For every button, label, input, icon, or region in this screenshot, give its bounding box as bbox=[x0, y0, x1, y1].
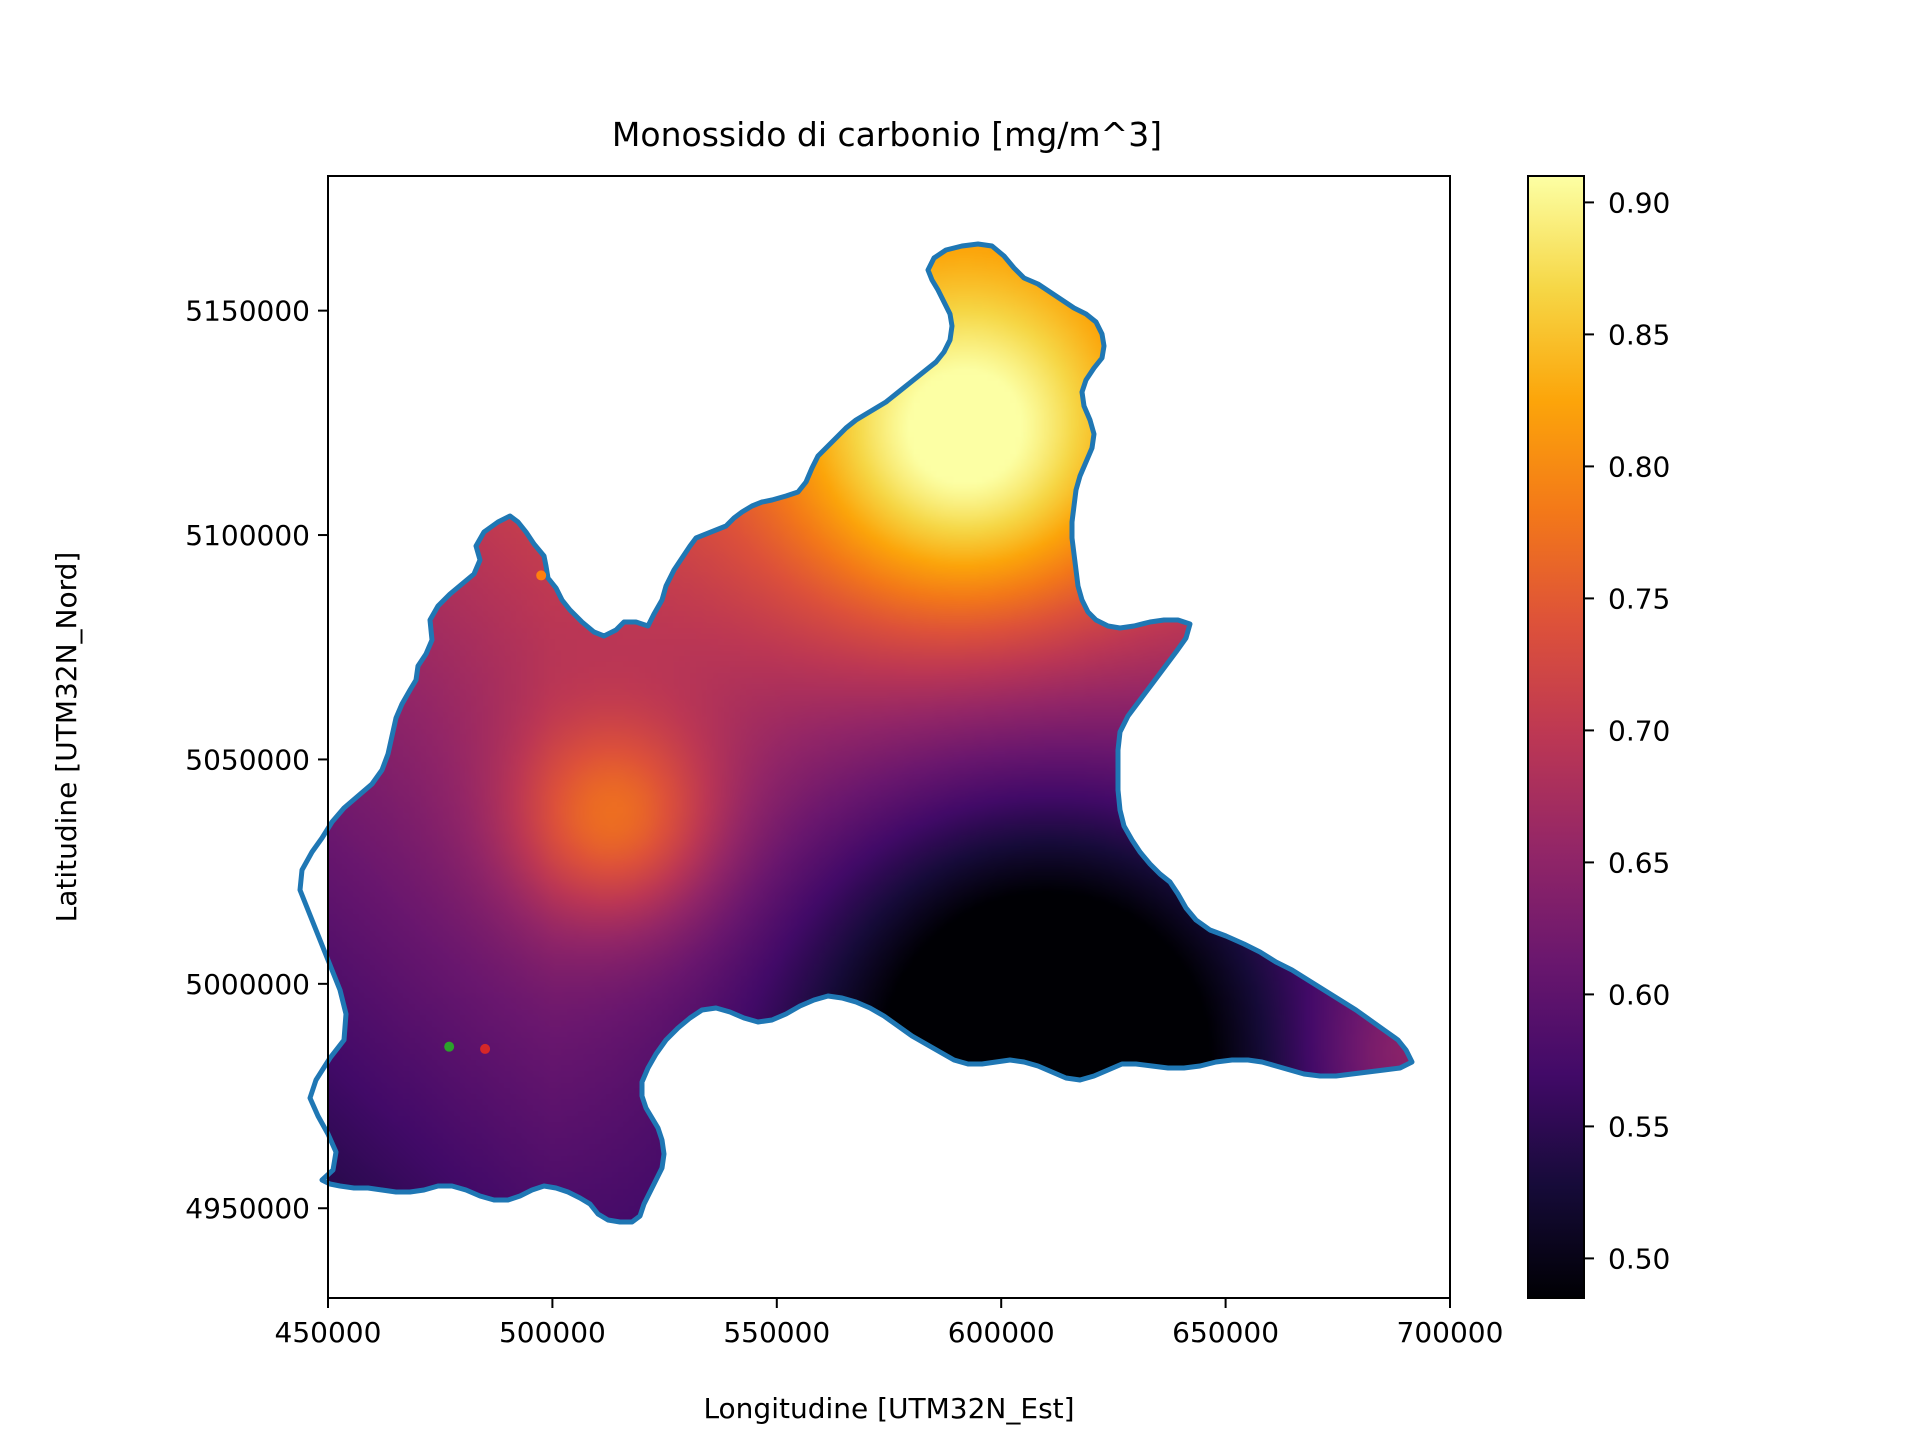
x-tick-label: 650000 bbox=[1172, 1316, 1279, 1349]
colorbar-tick-label: 0.50 bbox=[1608, 1242, 1670, 1275]
chart-title: Monossido di carbonio [mg/m^3] bbox=[612, 115, 1162, 154]
y-tick-label: 5000000 bbox=[185, 968, 310, 1001]
colorbar-gradient bbox=[1527, 175, 1585, 1299]
x-tick-label: 550000 bbox=[723, 1316, 830, 1349]
colorbar-tick-label: 0.70 bbox=[1608, 714, 1670, 747]
heatmap-field bbox=[328, 244, 1412, 1222]
colorbar-tick-label: 0.60 bbox=[1608, 978, 1670, 1011]
colorbar-tick-label: 0.65 bbox=[1608, 846, 1670, 879]
colorbar-tick-label: 0.80 bbox=[1608, 450, 1670, 483]
colorbar-ticks: 0.50 0.55 0.60 0.65 0.70 0.75 0.80 0.85 0.90 bbox=[1584, 186, 1670, 1275]
marker-point bbox=[444, 1041, 455, 1052]
marker-point bbox=[536, 570, 547, 581]
y-tick-label: 5050000 bbox=[185, 743, 310, 776]
x-tick-label: 700000 bbox=[1397, 1316, 1504, 1349]
axes-frame bbox=[327, 175, 1451, 1299]
marker-point bbox=[480, 1043, 491, 1054]
x-tick-label: 500000 bbox=[499, 1316, 606, 1349]
colorbar-tick-label: 0.55 bbox=[1608, 1110, 1670, 1143]
colorbar: 0.50 0.55 0.60 0.65 0.70 0.75 0.80 0.85 0.90 bbox=[1527, 175, 1670, 1299]
region-boundary bbox=[297, 241, 1415, 1225]
y-tick-label: 5150000 bbox=[185, 295, 310, 328]
y-tick-label: 4950000 bbox=[185, 1192, 310, 1225]
heatmap-image bbox=[328, 244, 1412, 1222]
markers bbox=[444, 570, 547, 1054]
x-tick-label: 450000 bbox=[275, 1316, 382, 1349]
colorbar-tick-label: 0.75 bbox=[1608, 582, 1670, 615]
y-axis-label: Latitudine [UTM32N_Nord] bbox=[50, 552, 83, 923]
colorbar-tick-label: 0.85 bbox=[1608, 318, 1670, 351]
colorbar-tick-label: 0.90 bbox=[1608, 186, 1670, 219]
x-tick-label: 600000 bbox=[948, 1316, 1055, 1349]
y-tick-label: 5100000 bbox=[185, 519, 310, 552]
y-axis-ticks: 4950000 5000000 5050000 5100000 5150000 bbox=[185, 295, 328, 1225]
x-axis-label: Longitudine [UTM32N_Est] bbox=[703, 1392, 1074, 1425]
plot-area: 450000 500000 550000 600000 650000 700000 495… bbox=[185, 175, 1504, 1349]
x-axis-ticks: 450000 500000 550000 600000 650000 700000 bbox=[275, 1298, 1504, 1349]
